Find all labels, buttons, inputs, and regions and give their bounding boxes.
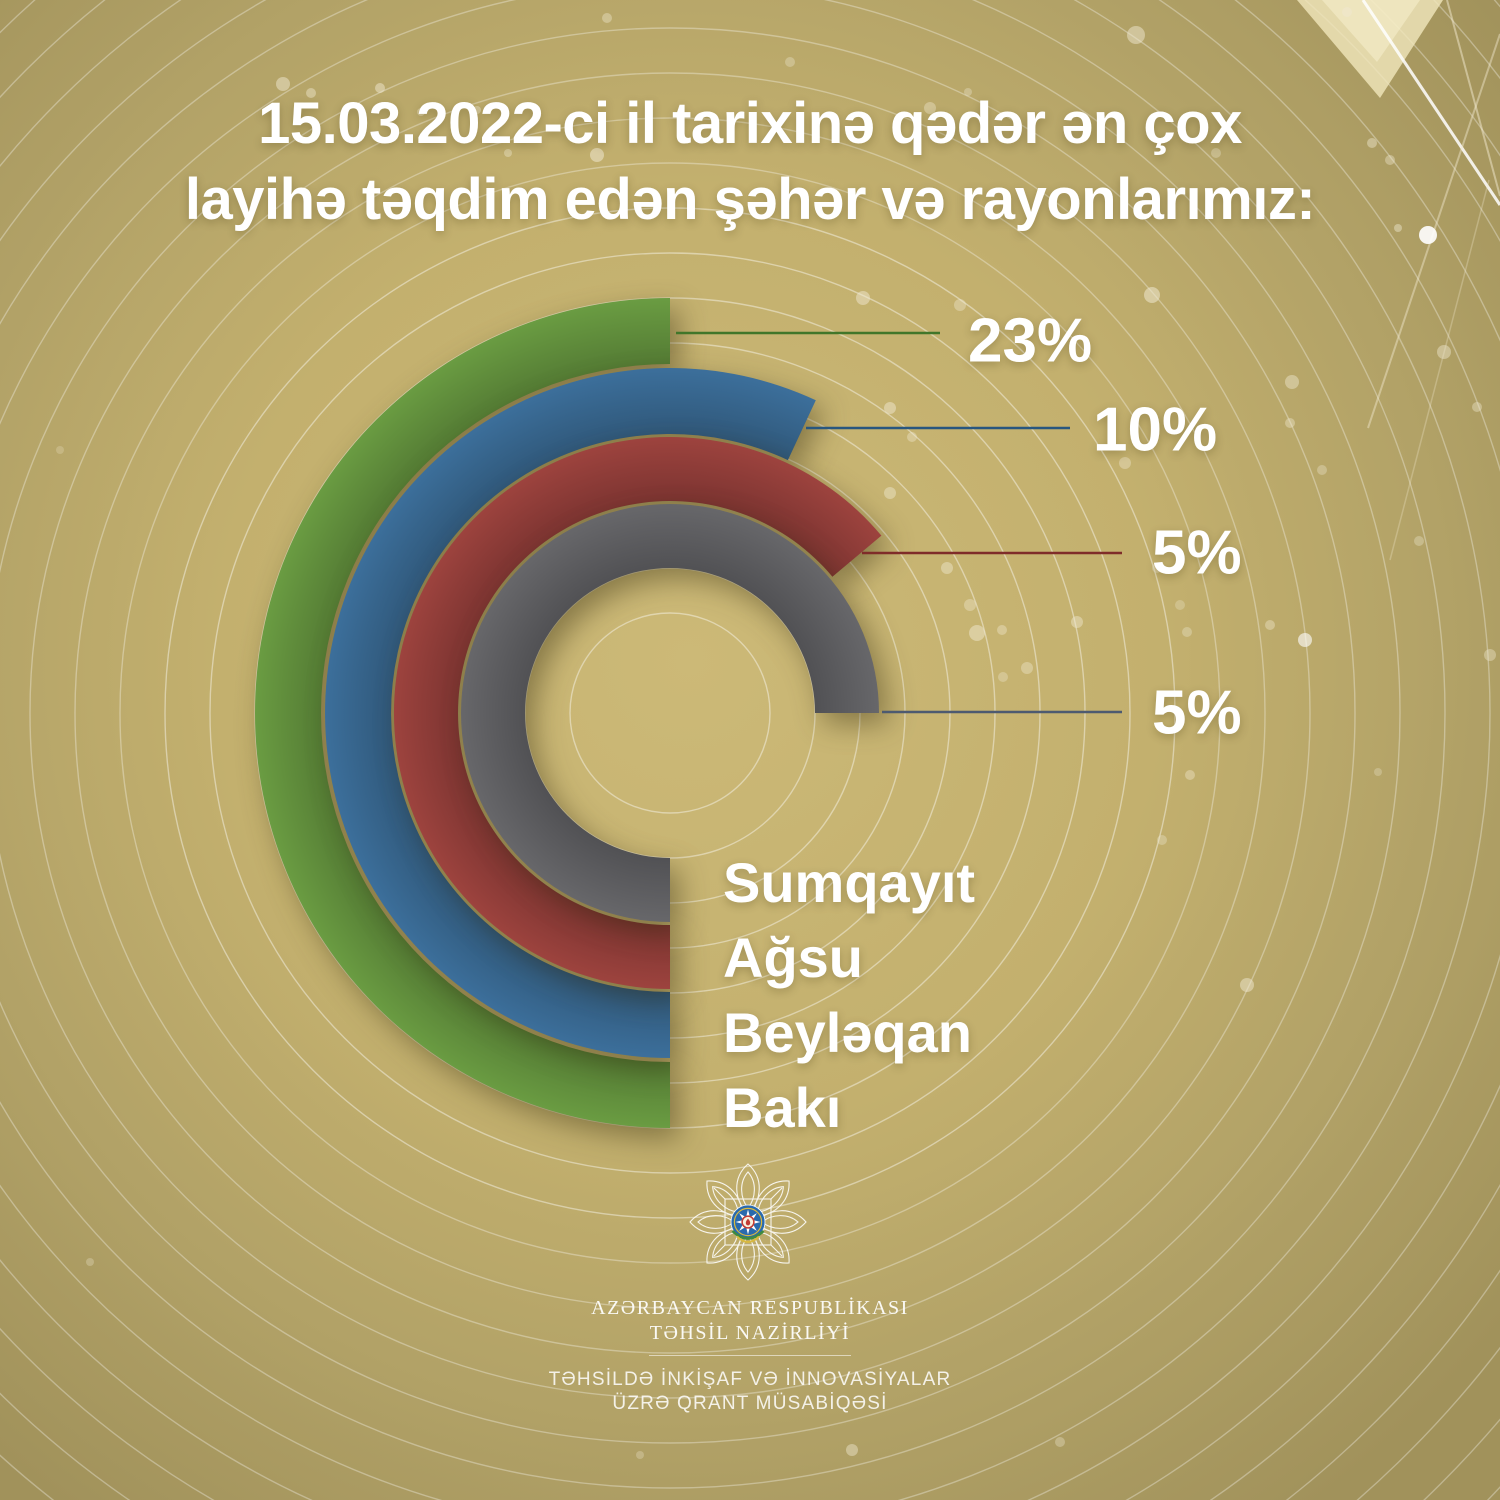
footer-divider xyxy=(649,1355,851,1356)
footer-block: AZƏRBAYCAN RESPUBLİKASI TƏHSİL NAZİRLİYİ… xyxy=(0,1296,1500,1416)
ring-arc-0 xyxy=(255,298,670,1128)
ring-arc-1 xyxy=(325,368,816,1058)
program-line1: TƏHSİLDƏ İNKİŞAF VƏ İNNOVASİYALAR xyxy=(548,1369,952,1390)
radial-arc-rings xyxy=(255,298,882,1128)
bokeh-dots xyxy=(56,7,1496,1459)
city-agsu: Ağsu xyxy=(723,926,863,989)
percent-label-5a: 5% xyxy=(1152,518,1242,588)
city-beyleqan: Beyləqan xyxy=(723,1001,972,1064)
percent-label-23: 23% xyxy=(968,306,1093,376)
percent-label-5b: 5% xyxy=(1152,678,1242,748)
ring-arc-3 xyxy=(461,504,879,922)
logo-rosette xyxy=(689,1163,807,1281)
percent-label-10: 10% xyxy=(1093,395,1218,465)
ring-arc-2 xyxy=(393,437,882,989)
logo-square xyxy=(724,1198,772,1246)
wreath-right xyxy=(736,1235,760,1243)
title-line-1: 15.03.2022-ci il tarixinə qədər ən çox xyxy=(258,91,1242,156)
title-line-2: layihə təqdim edən şəhər və rayonlarımız… xyxy=(184,167,1316,232)
org-name-line1: AZƏRBAYCAN RESPUBLİKASI xyxy=(591,1297,909,1319)
ministry-logo xyxy=(689,1163,807,1281)
city-baki: Bakı xyxy=(723,1076,842,1139)
flame-icon xyxy=(745,1218,751,1226)
page-title: 15.03.2022-ci il tarixinə qədər ən çox l… xyxy=(0,86,1500,238)
org-name-line2: TƏHSİL NAZİRLİYİ xyxy=(649,1322,851,1344)
leader-lines xyxy=(676,331,1122,714)
state-emblem xyxy=(730,1204,766,1243)
program-line2: ÜZRƏ QRANT MÜSABİQƏSİ xyxy=(612,1393,888,1414)
city-sumqayit: Sumqayıt xyxy=(723,851,976,914)
wreath-left xyxy=(731,1230,765,1240)
city-list: Sumqayıt Ağsu Beyləqan Bakı xyxy=(723,845,975,1145)
